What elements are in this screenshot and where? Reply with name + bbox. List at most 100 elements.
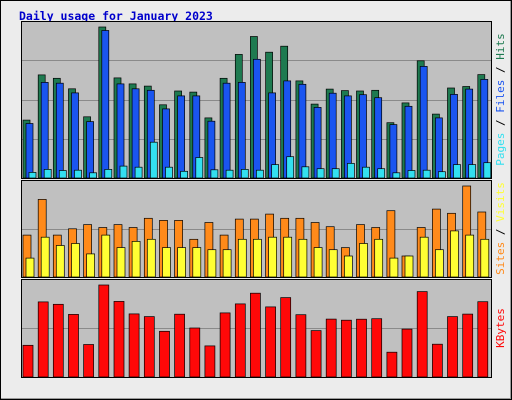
visits-bar: [25, 257, 35, 278]
pages-bar: [331, 168, 340, 179]
pages-bar: [438, 171, 446, 179]
visits-bar: [374, 238, 384, 278]
legend-hits-files-pages: Pages / Files / Hits: [494, 33, 507, 166]
kbytes-bar: [219, 312, 231, 378]
visits-bar: [283, 236, 293, 278]
pages-bar: [347, 163, 355, 179]
panel-hits-files-pages: Pages / Files / Hits: [21, 21, 507, 179]
files-bar: [435, 117, 443, 179]
legend-sites-visits: Sites / Visits: [494, 182, 507, 275]
pages-bar: [225, 169, 234, 179]
visits-bar: [116, 247, 126, 278]
kbytes-bar: [234, 303, 246, 378]
files-bar: [359, 94, 367, 179]
visits-bar: [313, 247, 323, 278]
visits-bar: [192, 247, 202, 278]
visits-bar: [86, 253, 95, 278]
legend-kbytes: KBytes: [494, 308, 507, 348]
pages-bar: [210, 169, 219, 179]
visits-bar: [404, 255, 414, 278]
visits-bar: [101, 234, 111, 278]
visits-bar: [465, 234, 475, 278]
kbytes-bar: [83, 344, 94, 378]
kbytes-bar: [98, 284, 110, 378]
pages-bar: [89, 172, 97, 179]
files-bar: [374, 97, 383, 179]
files-bar: [177, 95, 185, 179]
legend-separator: /: [494, 113, 507, 133]
pages-bar: [422, 169, 431, 179]
kbytes-bar: [128, 313, 140, 378]
kbytes-bar: [159, 330, 170, 378]
legend-visits: Visits: [494, 182, 507, 222]
legend-sites: Sites: [494, 242, 507, 275]
pages-bar: [271, 164, 279, 179]
pages-bar: [468, 164, 477, 179]
chart-panels: Pages / Files / Hits Sites / Visits KBytes: [21, 21, 507, 378]
files-bar: [298, 83, 307, 179]
kbytes-bar: [401, 328, 413, 378]
kbytes-bar: [325, 318, 337, 378]
pages-bar: [149, 141, 158, 179]
kbytes-bar: [341, 319, 352, 378]
files-bar: [404, 105, 413, 179]
visits-bar: [55, 245, 65, 278]
kbytes-bar: [174, 313, 185, 378]
visits-bar: [344, 255, 353, 278]
visits-bar: [71, 243, 80, 278]
pages-bar: [453, 164, 461, 179]
kbytes-bar: [68, 314, 79, 378]
visits-bar: [298, 238, 308, 278]
legend-separator: /: [494, 60, 507, 80]
visits-bar: [359, 243, 368, 278]
visits-bar: [450, 230, 459, 278]
visits-bar: [328, 249, 338, 278]
kbytes-bar: [371, 318, 383, 378]
pages-bar: [240, 169, 249, 179]
kbytes-bar: [37, 301, 49, 378]
files-bar: [131, 88, 140, 179]
legend-hits: Hits: [494, 33, 507, 60]
visits-bar: [435, 249, 444, 278]
pages-bar: [28, 172, 37, 179]
chart-title: Daily usage for January 2023: [19, 9, 213, 23]
legend-kbytes: KBytes: [494, 308, 507, 348]
kbytes-bar: [462, 313, 474, 378]
visits-bar: [419, 236, 429, 278]
visits-bar: [146, 238, 156, 278]
kbytes-bar: [113, 301, 125, 378]
files-bar: [25, 123, 34, 179]
files-bar: [237, 82, 246, 179]
kbytes-bar: [356, 318, 367, 378]
panel-kbytes: KBytes: [21, 279, 507, 378]
pages-bar: [316, 168, 325, 179]
files-bar: [71, 92, 79, 179]
visits-bar: [389, 257, 399, 278]
pages-bar: [483, 162, 492, 179]
kbytes-bar: [52, 303, 64, 378]
legend-separator: /: [494, 222, 507, 242]
visits-bar: [222, 249, 232, 278]
pages-bar: [104, 169, 113, 179]
pages-bar: [256, 169, 264, 179]
files-bar: [389, 124, 398, 179]
kbytes-bar: [386, 351, 398, 378]
files-bar: [253, 58, 261, 179]
pages-bar: [58, 170, 67, 179]
visits-bar: [237, 238, 247, 278]
pages-bar: [407, 170, 416, 179]
pages-bar: [134, 166, 143, 179]
visits-bar: [480, 238, 490, 278]
kbytes-bar: [310, 330, 322, 378]
pages-bar: [377, 168, 386, 179]
files-bar: [40, 82, 49, 179]
visits-bar: [253, 238, 262, 278]
kbytes-bar: [250, 292, 261, 378]
pages-bar: [43, 169, 52, 179]
kbytes-bar: [477, 301, 489, 378]
visits-bar: [207, 249, 217, 278]
visits-bar: [162, 247, 171, 278]
files-bar: [86, 121, 94, 179]
pages-bar: [119, 165, 128, 179]
